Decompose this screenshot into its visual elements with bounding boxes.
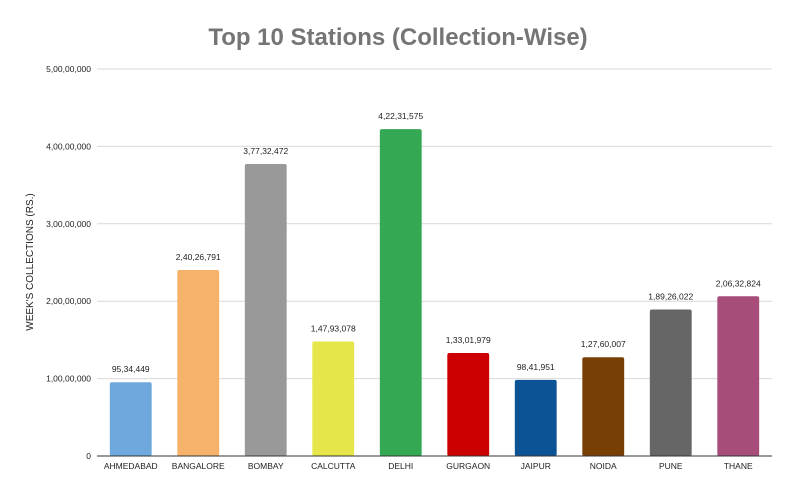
- x-tick-label: AHMEDABAD: [104, 461, 158, 471]
- x-tick-label: PUNE: [659, 461, 683, 471]
- data-label: 3,77,32,472: [243, 146, 288, 156]
- x-tick-label: BOMBAY: [248, 461, 284, 471]
- x-tick-label: CALCUTTA: [311, 461, 356, 471]
- bar: [244, 163, 287, 456]
- data-labels: 95,34,449 2,40,26,791 3,77,32,472 1,47,93,0…: [112, 111, 761, 374]
- x-tick-label: NOIDA: [590, 461, 617, 471]
- y-tick-label: 4,00,00,000: [46, 141, 91, 151]
- y-axis-label: WEEK'S COLLECTIONS (RS.): [25, 193, 36, 331]
- data-label: 1,89,26,022: [648, 292, 693, 302]
- bar: [582, 357, 625, 456]
- data-label: 98,41,951: [517, 362, 555, 372]
- x-tick-label: DELHI: [388, 461, 413, 471]
- x-tick-label: THANE: [724, 461, 753, 471]
- bar: [177, 270, 220, 456]
- y-tick-label: 3,00,00,000: [46, 219, 91, 229]
- bar: [379, 129, 422, 456]
- bar: [447, 353, 490, 456]
- data-label: 2,06,32,824: [716, 278, 761, 288]
- data-label: 1,47,93,078: [311, 324, 356, 334]
- x-axis-ticks: AHMEDABAD BANGALORE BOMBAY CALCUTTA DELHI GUR…: [104, 461, 753, 471]
- bar: [312, 341, 355, 456]
- data-label: 1,33,01,979: [446, 335, 491, 345]
- bar: [717, 296, 760, 456]
- x-tick-label: BANGALORE: [172, 461, 225, 471]
- data-label: 95,34,449: [112, 364, 150, 374]
- y-tick-label: 2,00,00,000: [46, 296, 91, 306]
- y-tick-label: 0: [86, 451, 91, 461]
- data-label: 1,27,60,007: [581, 339, 626, 349]
- y-tick-label: 1,00,00,000: [46, 374, 91, 384]
- bar: [109, 382, 152, 456]
- x-tick-label: JAIPUR: [521, 461, 551, 471]
- data-label: 4,22,31,575: [378, 111, 423, 121]
- data-label: 2,40,26,791: [176, 252, 221, 262]
- bar: [649, 309, 692, 456]
- y-axis-ticks: 0 1,00,00,000 2,00,00,000 3,00,00,000 4,00,0…: [46, 64, 91, 461]
- bars: [109, 129, 760, 456]
- chart-title: Top 10 Stations (Collection-Wise): [208, 24, 587, 51]
- x-tick-label: GURGAON: [446, 461, 490, 471]
- bar: [514, 379, 557, 456]
- y-tick-label: 5,00,00,000: [46, 64, 91, 74]
